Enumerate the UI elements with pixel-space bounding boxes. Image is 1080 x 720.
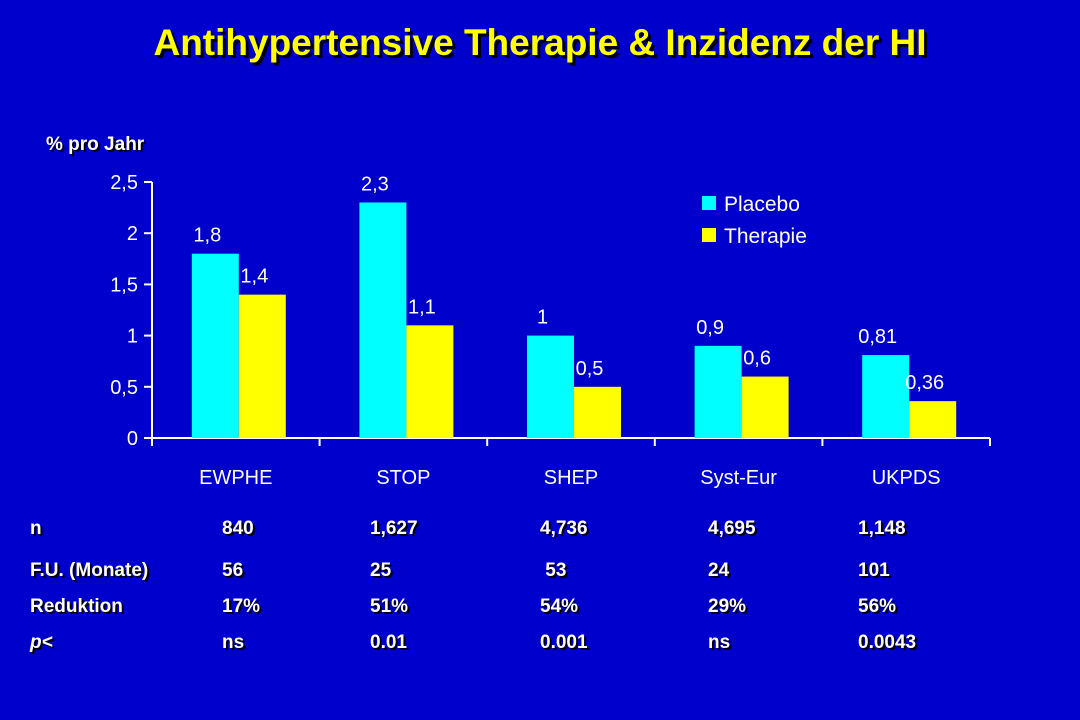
y-tick-label: 0,5 [110,377,138,399]
legend-swatch [702,228,716,242]
x-tick-label: Syst-Eur [700,467,777,489]
slide-title: Antihypertensive Therapie & Inzidenz der… [153,22,927,63]
bar-therapie [741,376,789,438]
chart-legend: Placebo Therapie [702,193,807,248]
legend-swatch [702,196,716,210]
chart-bars [191,202,957,438]
bar-chart: 0 0,5 1 1,5 2 2,5 1,8 1,4 EWPHE 2,3 1,1 STOP 1 0,5 SH… [110,172,991,489]
bar-therapie [909,401,957,438]
bar-placebo [191,253,239,438]
bar-value-label: 2,3 [361,173,389,195]
bar-value-label: 0,6 [743,348,771,370]
stats-row-label: n [30,518,42,539]
stats-cell: 51% [370,596,409,617]
bar-therapie [406,325,454,438]
stats-cell: 0.0043 [858,632,917,653]
chart-labels: 1,8 1,4 EWPHE 2,3 1,1 STOP 1 0,5 SHEP 0,9 0,6 Syst-… [193,173,944,489]
bar-value-label: 1 [537,307,548,329]
stats-cell: 1,148 [858,518,906,539]
bar-placebo [862,355,910,438]
x-tick-label: STOP [376,467,430,489]
bar-value-label: 1,1 [408,296,436,318]
bar-value-label: 0,36 [905,372,944,394]
stats-cell: 17% [222,596,261,617]
y-tick-label: 0 [127,428,138,450]
stats-cell: ns [222,632,245,653]
x-tick-label: UKPDS [872,467,941,489]
stats-cell: 4,736 [540,518,588,539]
bar-value-label: 1,4 [240,266,268,288]
stats-cell: 101 [858,560,890,581]
y-tick-label: 2 [127,223,138,245]
stats-cell: 1,627 [370,518,418,539]
stats-row-label: p< [30,632,53,653]
y-tick-label: 2,5 [110,172,138,194]
bar-value-label: 0,81 [858,326,897,348]
legend-label: Placebo [724,193,800,216]
stats-cell: ns [708,632,731,653]
stats-cell: 840 [222,518,254,539]
bar-value-label: 0,9 [696,317,724,339]
y-axis-label: % pro Jahr [46,134,145,155]
bar-value-label: 0,5 [576,358,604,380]
bar-placebo [359,202,407,438]
stats-cell: 56 [222,560,244,581]
bar-placebo [694,345,742,438]
bar-therapie [574,386,621,438]
bar-value-label: 1,8 [193,225,221,247]
stats-cell: 54% [540,596,579,617]
stats-cell: 25 [370,560,392,581]
stats-cell: 29% [708,596,747,617]
x-tick-label: SHEP [544,467,598,489]
stats-cell: 4,695 [708,518,756,539]
stats-cell: 0.001 [540,632,588,653]
y-tick-label: 1 [127,326,138,348]
stats-cell: 24 [708,560,730,581]
stats-row-label: Reduktion [30,596,123,617]
bar-therapie [238,294,286,438]
y-tick-label: 1,5 [110,274,138,296]
legend-label: Therapie [724,225,807,248]
stats-cell: 0.01 [370,632,407,653]
stats-cell: 56% [858,596,897,617]
x-tick-label: EWPHE [199,467,272,489]
stats-row-label: F.U. (Monate) [30,560,149,581]
stats-cell: 53 [540,560,567,581]
bar-placebo [527,335,574,438]
